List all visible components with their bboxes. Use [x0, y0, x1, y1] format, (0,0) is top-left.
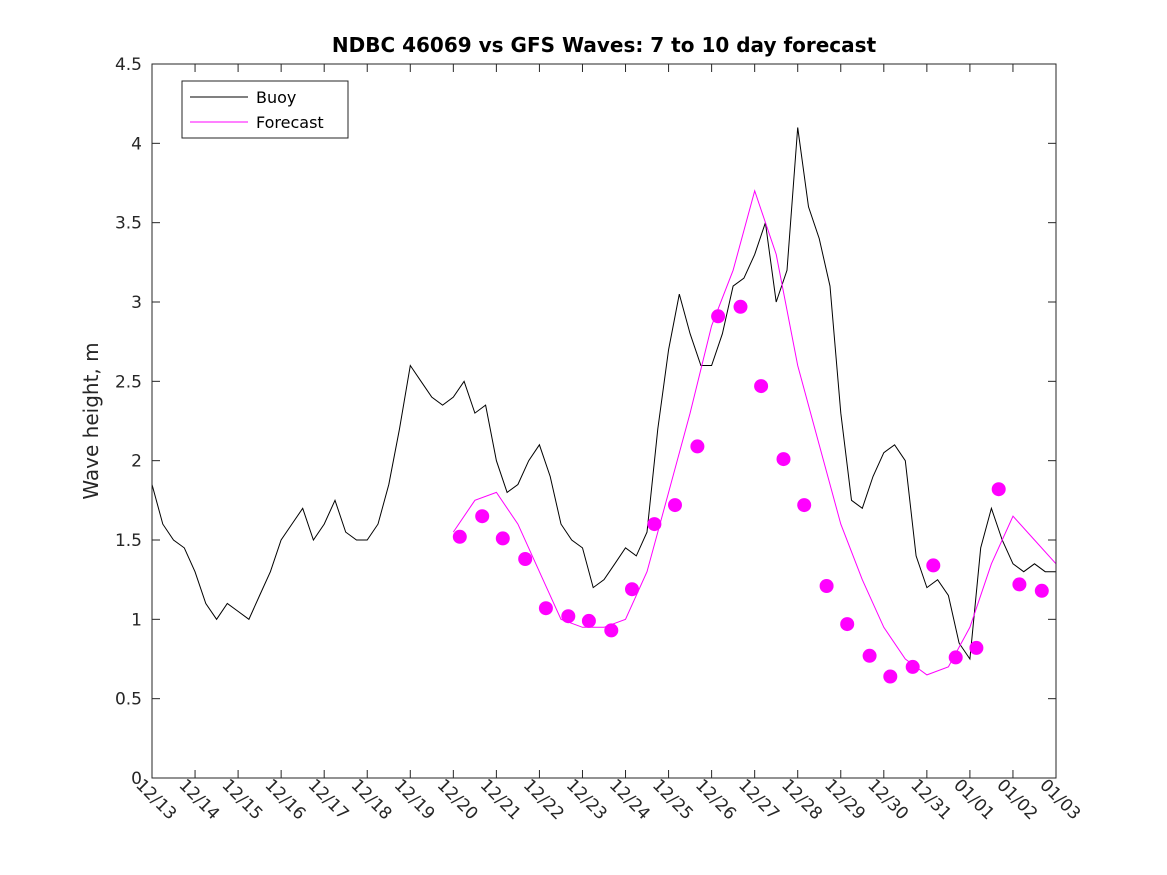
forecast-marker: [495, 531, 510, 546]
forecast-marker: [581, 613, 596, 628]
forecast-marker: [711, 309, 726, 324]
y-tick-label: 1.5: [115, 531, 142, 551]
y-tick-label: 2.5: [115, 372, 142, 392]
y-tick-label: 2: [131, 452, 142, 472]
legend-box: [181, 80, 349, 139]
forecast-marker: [452, 529, 467, 544]
forecast-marker: [561, 609, 576, 624]
forecast-marker: [797, 498, 812, 513]
forecast-marker: [475, 509, 490, 524]
y-tick-label: 3: [131, 293, 142, 313]
forecast-marker: [840, 617, 855, 632]
forecast-marker: [668, 498, 682, 513]
legend-forecast-label: Forecast: [256, 113, 324, 132]
forecast-marker: [926, 558, 941, 573]
chart-title: NDBC 46069 vs GFS Waves: 7 to 10 day for…: [332, 33, 877, 57]
forecast-marker: [883, 669, 898, 684]
forecast-marker: [538, 601, 553, 616]
y-tick-label: 0: [131, 769, 142, 789]
y-tick-label: 4.5: [115, 55, 142, 75]
forecast-marker: [604, 623, 619, 638]
forecast-marker: [862, 648, 877, 663]
legend-buoy-label: Buoy: [256, 88, 296, 107]
forecast-marker: [969, 640, 984, 655]
plot-area: 00.511.522.533.544.512/1312/1412/1512/16…: [115, 55, 1084, 824]
forecast-marker: [690, 439, 705, 454]
forecast-marker: [754, 379, 769, 394]
forecast-marker: [647, 517, 662, 532]
forecast-marker: [948, 650, 963, 665]
forecast-marker: [819, 579, 834, 593]
plot-background: [152, 64, 1056, 778]
plot-frame: [151, 63, 1057, 779]
forecast-marker: [518, 552, 533, 566]
y-tick-label: 0.5: [115, 690, 142, 710]
y-axis-label: Wave height, m: [79, 342, 103, 499]
series-line-buoy: [151, 127, 1056, 661]
series-layer: [151, 127, 1057, 684]
y-tick-label: 1: [131, 610, 142, 630]
forecast-marker: [905, 659, 920, 674]
forecast-marker: [625, 582, 639, 597]
forecast-marker: [991, 482, 1006, 497]
forecast-marker: [1012, 577, 1027, 592]
y-tick-label: 3.5: [115, 214, 142, 234]
legend: Buoy Forecast: [181, 80, 349, 139]
forecast-marker: [1034, 583, 1049, 598]
forecast-marker: [776, 452, 791, 467]
forecast-marker: [733, 299, 748, 314]
y-tick-label: 4: [131, 134, 142, 154]
